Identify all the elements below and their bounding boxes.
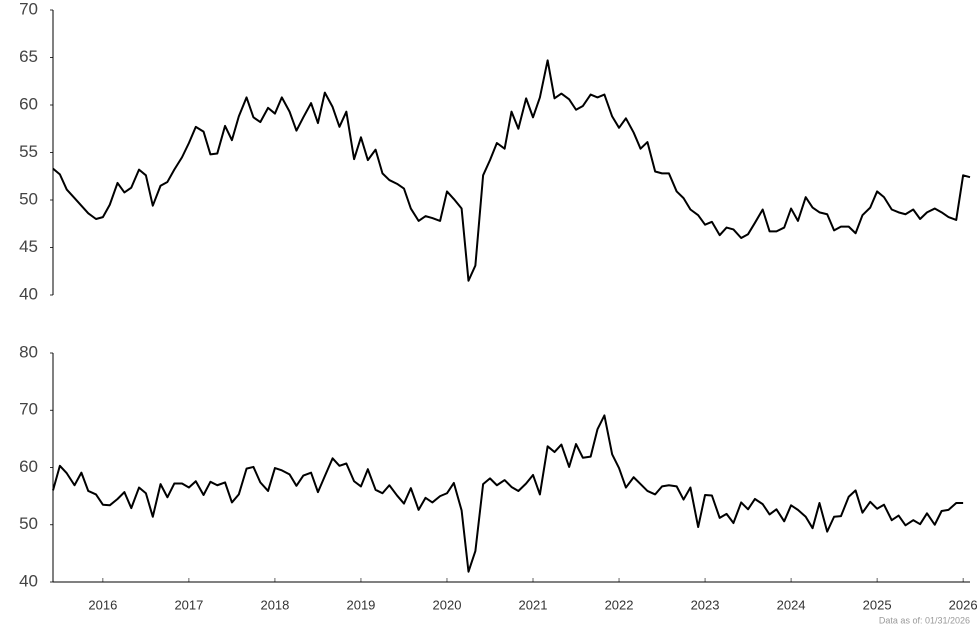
x-tick-label: 2017 — [174, 597, 203, 612]
x-tick-label: 2024 — [777, 597, 806, 612]
x-tick-label: 2016 — [88, 597, 117, 612]
y-tick-label: 50 — [19, 514, 38, 533]
y-tick-label: 60 — [19, 94, 38, 113]
x-tick-label: 2022 — [605, 597, 634, 612]
x-tick-label: 2020 — [433, 597, 462, 612]
annotation: Data as of: 01/31/2026 — [879, 615, 970, 625]
y-tick-label: 70 — [19, 0, 38, 18]
y-tick-label: 80 — [19, 342, 38, 361]
y-tick-label: 50 — [19, 189, 38, 208]
series-line — [52, 59, 971, 282]
y-tick-label: 70 — [19, 400, 38, 419]
x-tick-label: 2023 — [691, 597, 720, 612]
series-line — [52, 414, 964, 573]
y-tick-label: 40 — [19, 284, 38, 303]
x-tick-label: 2019 — [346, 597, 375, 612]
x-tick-label: 2021 — [519, 597, 548, 612]
y-tick-label: 45 — [19, 237, 38, 256]
y-tick-label: 60 — [19, 457, 38, 476]
x-tick-label: 2025 — [863, 597, 892, 612]
y-tick-label: 65 — [19, 47, 38, 66]
y-tick-label: 55 — [19, 142, 38, 161]
y-tick-label: 40 — [19, 571, 38, 590]
x-tick-label: 2026 — [949, 597, 978, 612]
x-tick-label: 2018 — [260, 597, 289, 612]
